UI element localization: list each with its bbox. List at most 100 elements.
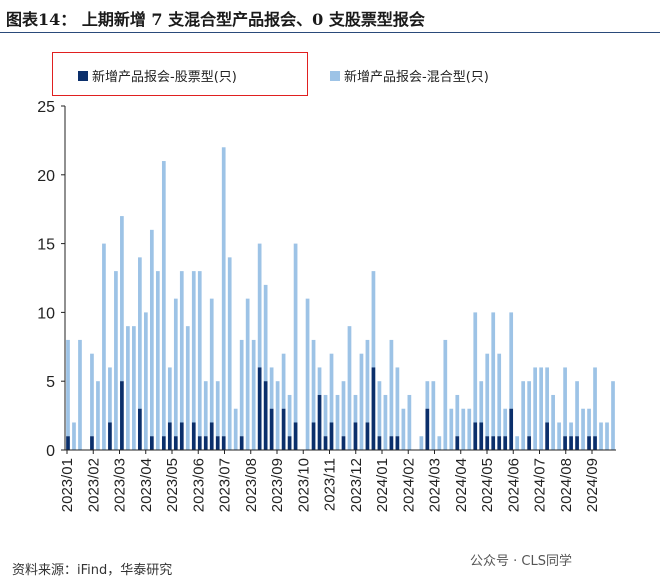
bar-stock — [509, 408, 514, 450]
bar-mixed — [491, 312, 496, 437]
bar-mixed — [437, 436, 442, 450]
bar-mixed — [72, 422, 76, 450]
bar-stock — [161, 436, 166, 450]
bar-mixed — [407, 394, 412, 450]
x-tick-label: 2024/03 — [427, 458, 444, 512]
bar-mixed — [275, 381, 280, 450]
bar-mixed — [605, 422, 609, 450]
bar-stock — [90, 436, 94, 450]
bar-mixed — [323, 394, 328, 437]
bar-mixed — [167, 367, 172, 423]
bar-stock — [173, 436, 178, 450]
bar-stock — [587, 436, 591, 450]
bar-stock — [215, 436, 220, 450]
bar-stock — [491, 436, 496, 450]
x-tick-label: 2024/05 — [479, 458, 496, 512]
bar-stock — [323, 436, 328, 450]
bar-mixed — [269, 367, 274, 409]
legend-swatch-stock — [78, 70, 88, 81]
bar-stock — [197, 436, 202, 450]
bar-mixed — [90, 353, 94, 437]
bar-mixed — [305, 298, 310, 450]
bar-stock — [203, 436, 208, 450]
bar-stock — [221, 436, 226, 450]
x-tick-label: 2024/04 — [453, 458, 470, 512]
bar-mixed — [293, 243, 298, 423]
bar-mixed — [126, 326, 130, 450]
bar-stock — [263, 381, 268, 450]
bar-mixed — [78, 339, 82, 450]
bar-stock — [503, 436, 508, 450]
y-tick-label: 5 — [46, 374, 55, 391]
x-tick-label: 2023/12 — [348, 458, 365, 512]
bar-mixed — [443, 339, 448, 450]
bar-stock — [287, 436, 292, 450]
bar-mixed — [173, 298, 178, 437]
y-tick-label: 20 — [37, 168, 55, 185]
bar-mixed — [281, 353, 286, 409]
bar-mixed — [138, 257, 142, 409]
x-tick-label: 2023/07 — [217, 458, 234, 512]
x-tick-label: 2023/04 — [138, 458, 155, 512]
y-tick-label: 15 — [37, 237, 55, 254]
bar-mixed — [227, 257, 232, 450]
x-tick-label: 2023/05 — [164, 458, 181, 512]
bar-mixed — [557, 422, 561, 450]
bar-mixed — [599, 422, 603, 450]
bar-stock — [479, 422, 484, 450]
bar-stock — [365, 422, 370, 450]
bar-stock — [120, 381, 124, 450]
bar-mixed — [317, 367, 322, 395]
bar-mixed — [251, 339, 256, 450]
bar-stock — [269, 408, 274, 450]
bar-mixed — [455, 394, 460, 437]
bar-mixed — [611, 381, 615, 450]
bar-mixed — [395, 367, 400, 437]
bar-stock — [329, 422, 334, 450]
bar-mixed — [587, 408, 591, 437]
legend-box — [52, 52, 308, 96]
bar-mixed — [209, 298, 214, 423]
bar-mixed — [263, 284, 268, 382]
bar-stock — [389, 436, 394, 450]
bar-mixed — [569, 422, 573, 437]
bar-stock — [563, 436, 567, 450]
bar-mixed — [335, 394, 340, 450]
bar-mixed — [347, 326, 352, 450]
bar-mixed — [102, 243, 106, 450]
bar-mixed — [485, 353, 490, 437]
title-divider — [0, 32, 660, 33]
bar-mixed — [563, 367, 567, 437]
bar-mixed — [365, 339, 370, 423]
bar-stock — [179, 422, 184, 450]
bar-mixed — [203, 381, 208, 437]
bar-stock — [317, 394, 322, 450]
bar-mixed — [120, 216, 124, 382]
bar-stock — [455, 436, 460, 450]
bar-stock — [191, 422, 196, 450]
bar-mixed — [233, 408, 238, 450]
bar-mixed — [371, 271, 376, 368]
x-tick-label: 2023/03 — [112, 458, 129, 512]
bar-mixed — [114, 271, 118, 450]
y-tick-label: 25 — [37, 99, 55, 116]
legend-label-mixed: 新增产品报会-混合型(只) — [344, 70, 489, 85]
bar-mixed — [239, 339, 244, 437]
bar-mixed — [215, 381, 220, 437]
bar-mixed — [431, 381, 436, 450]
bar-mixed — [389, 339, 394, 437]
bar-mixed — [479, 381, 484, 423]
bar-stock — [527, 436, 532, 450]
bar-mixed — [197, 271, 202, 437]
bar-mixed — [383, 394, 388, 450]
x-tick-label: 2023/02 — [85, 458, 102, 512]
bar-mixed — [503, 408, 508, 437]
bar-stock — [311, 422, 316, 450]
bar-mixed — [467, 408, 472, 450]
bar-stock — [593, 436, 597, 450]
x-tick-label: 2023/10 — [295, 458, 312, 512]
bar-mixed — [509, 312, 514, 409]
bar-stock — [485, 436, 490, 450]
x-tick-label: 2023/08 — [243, 458, 260, 512]
